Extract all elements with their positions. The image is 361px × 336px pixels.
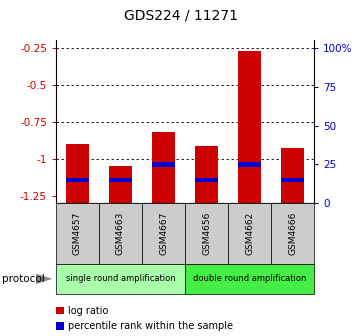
Bar xyxy=(66,144,89,203)
Text: GSM4667: GSM4667 xyxy=(159,212,168,255)
Text: log ratio: log ratio xyxy=(68,306,108,316)
Text: GSM4657: GSM4657 xyxy=(73,212,82,255)
Bar xyxy=(195,145,218,203)
Bar xyxy=(195,178,218,182)
Bar xyxy=(109,178,132,182)
Text: single round amplification: single round amplification xyxy=(66,275,175,283)
Bar xyxy=(152,162,175,167)
Bar xyxy=(281,178,304,182)
Bar xyxy=(281,149,304,203)
Text: GDS224 / 11271: GDS224 / 11271 xyxy=(123,8,238,23)
Bar xyxy=(185,203,228,264)
Bar xyxy=(271,203,314,264)
Bar xyxy=(66,178,89,182)
Bar xyxy=(185,264,314,294)
Bar xyxy=(109,166,132,203)
Bar xyxy=(228,203,271,264)
Text: GSM4656: GSM4656 xyxy=(202,212,211,255)
Bar xyxy=(56,203,99,264)
Text: GSM4663: GSM4663 xyxy=(116,212,125,255)
Bar xyxy=(99,203,142,264)
Text: percentile rank within the sample: percentile rank within the sample xyxy=(68,321,232,331)
Text: double round amplification: double round amplification xyxy=(193,275,306,283)
Bar xyxy=(142,203,185,264)
Bar xyxy=(238,51,261,203)
Bar xyxy=(56,264,185,294)
Text: GSM4662: GSM4662 xyxy=(245,212,254,255)
Text: protocol: protocol xyxy=(2,274,44,284)
Bar xyxy=(238,162,261,167)
Polygon shape xyxy=(36,274,52,284)
Text: GSM4666: GSM4666 xyxy=(288,212,297,255)
Bar xyxy=(152,132,175,203)
